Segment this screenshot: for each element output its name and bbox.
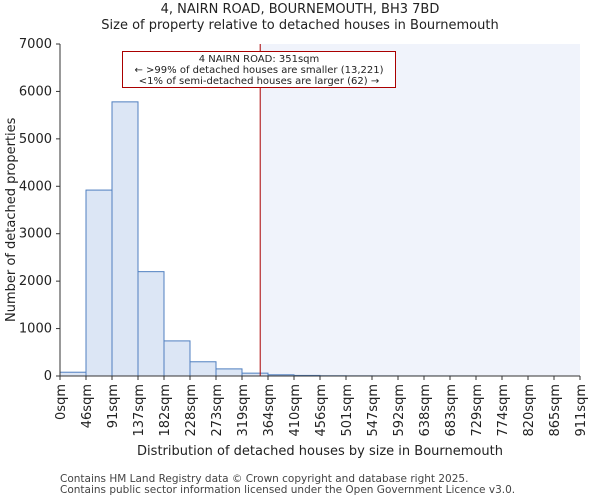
y-tick-label-5000: 5000 xyxy=(19,132,52,147)
x-tick-label-774sqm: 774sqm xyxy=(496,384,511,437)
annotation-line-2: ← >99% of detached houses are smaller (1… xyxy=(134,65,384,76)
footer-line-2: Contains public sector information licen… xyxy=(60,484,516,496)
y-axis-label: Number of detached properties xyxy=(4,117,19,322)
x-tick-label-865sqm: 865sqm xyxy=(548,384,563,437)
chart-title: 4, NAIRN ROAD, BOURNEMOUTH, BH3 7BD xyxy=(160,2,440,17)
bar-91sqm xyxy=(111,101,139,377)
y-tick-label-0: 0 xyxy=(44,369,52,384)
bar-0sqm xyxy=(59,371,87,377)
x-tick-label-911sqm: 911sqm xyxy=(574,384,589,437)
property-annotation: 4 NAIRN ROAD: 351sqm ← >99% of detached … xyxy=(122,51,396,88)
x-axis-label: Distribution of detached houses by size … xyxy=(137,444,503,459)
y-tick-label-6000: 6000 xyxy=(19,84,52,99)
x-tick-label-182sqm: 182sqm xyxy=(158,384,173,437)
bar-273sqm xyxy=(215,368,243,377)
x-tick-label-137sqm: 137sqm xyxy=(132,384,147,437)
x-tick-label-547sqm: 547sqm xyxy=(366,384,381,437)
bar-228sqm xyxy=(189,361,217,377)
x-tick-label-501sqm: 501sqm xyxy=(340,384,355,437)
chart-subtitle: Size of property relative to detached ho… xyxy=(101,18,499,33)
x-tick-label-410sqm: 410sqm xyxy=(288,384,303,437)
y-tick-label-1000: 1000 xyxy=(19,322,52,337)
annotation-line-1: 4 NAIRN ROAD: 351sqm xyxy=(198,54,320,65)
x-tick-label-46sqm: 46sqm xyxy=(80,384,95,428)
x-tick-label-364sqm: 364sqm xyxy=(262,384,277,437)
x-tick-label-273sqm: 273sqm xyxy=(210,384,225,437)
y-tick-label-2000: 2000 xyxy=(19,274,52,289)
bar-46sqm xyxy=(85,189,113,377)
x-tick-label-228sqm: 228sqm xyxy=(184,384,199,437)
annotation-line-3: <1% of semi-detached houses are larger (… xyxy=(138,76,380,87)
x-tick-label-456sqm: 456sqm xyxy=(314,384,329,437)
x-tick-label-319sqm: 319sqm xyxy=(236,384,251,437)
bar-182sqm xyxy=(163,340,191,377)
y-tick-label-7000: 7000 xyxy=(19,37,52,52)
bar-137sqm xyxy=(137,271,165,377)
larger-region-highlight xyxy=(260,44,580,376)
x-tick-label-0sqm: 0sqm xyxy=(54,384,69,420)
x-tick-label-729sqm: 729sqm xyxy=(470,384,485,437)
y-tick-label-3000: 3000 xyxy=(19,227,52,242)
y-tick-label-4000: 4000 xyxy=(19,179,52,194)
x-tick-label-592sqm: 592sqm xyxy=(392,384,407,437)
x-tick-label-638sqm: 638sqm xyxy=(418,384,433,437)
x-tick-label-91sqm: 91sqm xyxy=(106,384,121,428)
x-tick-label-820sqm: 820sqm xyxy=(522,384,537,437)
footer-line-1: Contains HM Land Registry data © Crown c… xyxy=(60,473,469,485)
x-tick-label-683sqm: 683sqm xyxy=(444,384,459,437)
